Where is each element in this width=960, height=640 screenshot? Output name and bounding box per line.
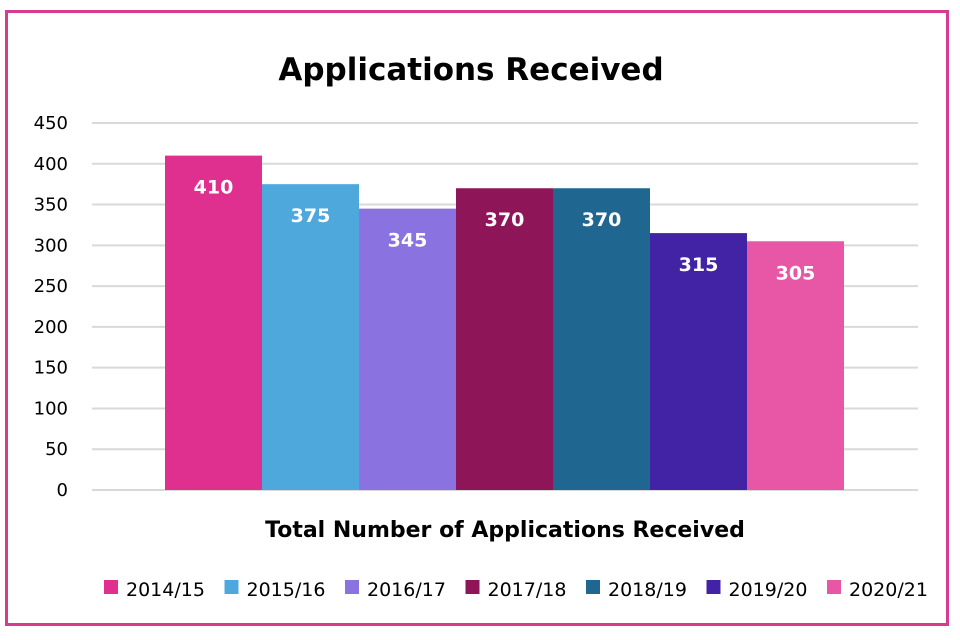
bars (165, 155, 844, 490)
y-tick-label: 50 (45, 439, 68, 460)
x-axis-label: Total Number of Applications Received (265, 518, 745, 543)
legend-label: 2019/20 (729, 579, 808, 601)
bar (165, 155, 262, 490)
bar-value-label: 370 (485, 209, 525, 231)
legend-swatch (827, 580, 841, 594)
y-tick-label: 400 (34, 154, 68, 175)
legend-swatch (224, 580, 239, 594)
legend-label: 2017/18 (488, 579, 567, 601)
legend-label: 2018/19 (608, 579, 687, 601)
legend-item: 2017/18 (465, 579, 567, 601)
bar (359, 208, 456, 490)
legend-swatch (706, 580, 721, 594)
legend-swatch (104, 580, 118, 594)
bar-value-label: 410 (194, 177, 234, 199)
legend: 2014/15 2015/16 2016/17 2017/18 2018/19 2019/… (104, 579, 928, 601)
bar (456, 188, 553, 490)
y-tick-label: 0 (57, 480, 68, 501)
bar-value-label: 305 (776, 262, 816, 284)
legend-item: 2020/21 (827, 579, 928, 601)
y-tick-label: 300 (34, 235, 68, 256)
legend-item: 2014/15 (104, 579, 205, 601)
bar (650, 233, 747, 490)
chart-title: Applications Received (278, 52, 663, 88)
legend-swatch (586, 580, 600, 594)
bar (553, 188, 650, 490)
legend-label: 2014/15 (126, 579, 205, 601)
y-tick-label: 450 (34, 113, 68, 134)
legend-swatch (345, 580, 359, 594)
bar (262, 184, 359, 490)
legend-label: 2015/16 (247, 579, 326, 601)
y-axis-ticks: 0 50 100 150 200 250 300 350 400 450 (34, 113, 68, 501)
bar-value-label: 375 (291, 205, 331, 227)
bar-value-label: 370 (582, 209, 622, 231)
y-tick-label: 350 (34, 195, 68, 216)
legend-swatch (465, 580, 480, 594)
y-tick-label: 200 (34, 317, 68, 338)
legend-item: 2018/19 (586, 579, 687, 601)
legend-label: 2020/21 (849, 579, 928, 601)
data-labels: 410 375 345 370 370 315 305 (194, 177, 816, 285)
y-tick-label: 150 (34, 358, 68, 379)
bar-value-label: 315 (679, 254, 719, 276)
bar-value-label: 345 (388, 230, 428, 252)
legend-item: 2016/17 (345, 579, 446, 601)
bar (747, 241, 844, 490)
legend-item: 2019/20 (706, 579, 808, 601)
legend-item: 2015/16 (224, 579, 326, 601)
legend-label: 2016/17 (367, 579, 446, 601)
y-tick-label: 100 (34, 398, 68, 419)
y-tick-label: 250 (34, 276, 68, 297)
